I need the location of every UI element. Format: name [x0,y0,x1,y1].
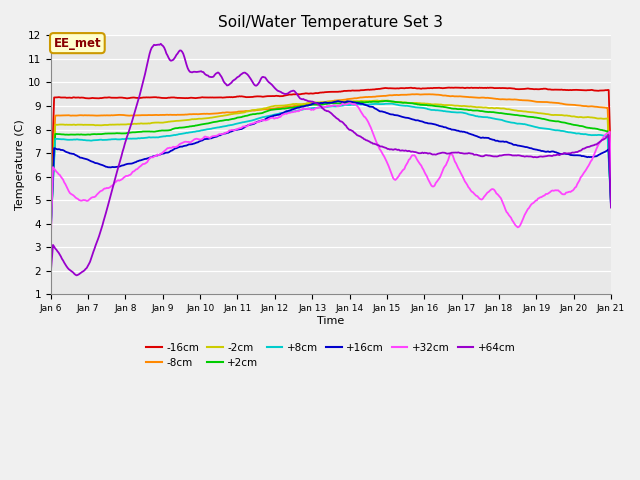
+64cm [596,139,604,144]
-2cm [350,98,358,104]
+8cm [350,102,358,108]
-2cm [381,98,389,104]
+64cm [508,153,516,158]
-8cm [316,100,324,106]
Y-axis label: Temperature (C): Temperature (C) [15,120,25,210]
+8cm [316,105,324,110]
-16cm [454,84,462,90]
+64cm [47,270,54,276]
Legend: -16cm, -8cm, -2cm, +2cm, +8cm, +16cm, +32cm, +64cm: -16cm, -8cm, -2cm, +2cm, +8cm, +16cm, +3… [142,338,520,372]
Line: +8cm: +8cm [51,104,611,228]
+16cm [595,152,602,158]
+8cm [607,202,615,207]
+32cm [316,104,324,110]
+8cm [595,132,602,138]
X-axis label: Time: Time [317,316,344,326]
Line: -2cm: -2cm [51,100,611,222]
+8cm [387,101,395,107]
+64cm [607,204,615,210]
+16cm [381,109,389,115]
-2cm [507,107,515,112]
-8cm [47,214,54,220]
+2cm [381,98,389,104]
+2cm [607,199,615,204]
-16cm [316,90,324,96]
Text: EE_met: EE_met [54,36,101,49]
-2cm [595,116,602,121]
-2cm [47,219,54,225]
Line: -16cm: -16cm [51,87,611,208]
+32cm [47,239,54,245]
-8cm [350,96,358,101]
-8cm [380,93,388,99]
+64cm [157,41,164,47]
+32cm [346,100,353,106]
+2cm [350,99,358,105]
-8cm [413,91,420,97]
+8cm [47,226,54,231]
+64cm [319,106,326,111]
-2cm [374,97,381,103]
Line: -8cm: -8cm [51,94,611,217]
-16cm [607,163,615,168]
Line: +2cm: +2cm [51,101,611,226]
Line: +32cm: +32cm [51,103,611,242]
+16cm [47,230,54,236]
-16cm [350,88,358,94]
+32cm [351,101,359,107]
-16cm [595,88,602,94]
+16cm [334,98,342,104]
+2cm [313,102,321,108]
+32cm [507,215,515,221]
-16cm [47,205,54,211]
+16cm [507,141,515,146]
-2cm [313,99,321,105]
Line: +64cm: +64cm [51,44,611,276]
-16cm [380,85,388,91]
-2cm [316,99,324,105]
+16cm [316,100,324,106]
+32cm [607,175,615,180]
+2cm [595,126,602,132]
+8cm [313,105,321,111]
-16cm [507,85,515,91]
+64cm [73,273,81,278]
+64cm [383,145,390,151]
-8cm [595,104,602,110]
+8cm [507,120,515,125]
+32cm [313,105,321,111]
+32cm [381,156,389,162]
+32cm [595,142,602,147]
-8cm [507,96,515,102]
Line: +16cm: +16cm [51,101,611,233]
-2cm [607,191,615,196]
+16cm [607,202,615,208]
Title: Soil/Water Temperature Set 3: Soil/Water Temperature Set 3 [218,15,444,30]
+64cm [316,102,323,108]
+16cm [313,100,321,106]
+2cm [507,111,515,117]
-8cm [313,100,321,106]
+2cm [380,98,388,104]
-16cm [313,90,321,96]
+2cm [316,102,324,108]
+64cm [352,131,360,137]
+16cm [351,100,359,106]
+2cm [47,223,54,229]
+8cm [380,101,388,107]
-8cm [607,184,615,190]
